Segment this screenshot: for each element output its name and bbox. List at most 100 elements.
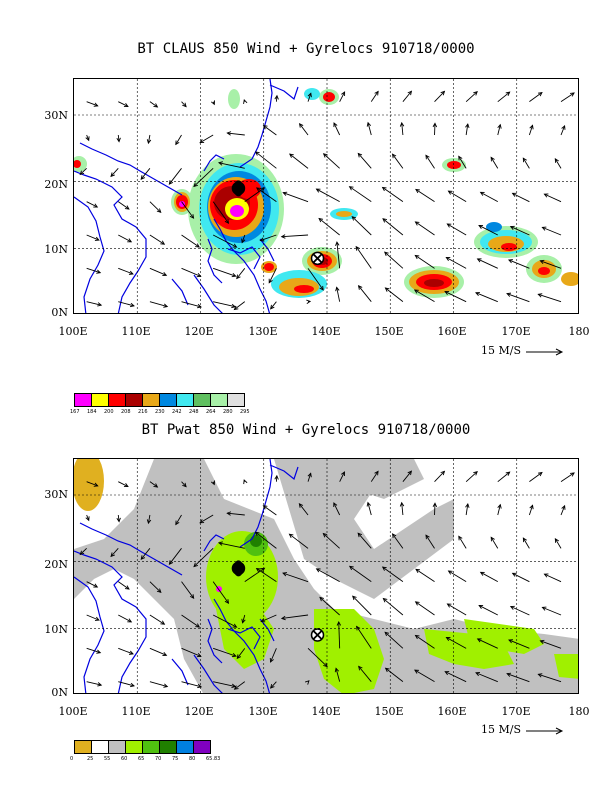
wind-vector — [234, 301, 246, 310]
wind-vector — [149, 267, 167, 276]
panel2-pwat-field — [74, 459, 578, 693]
wind-vector — [289, 533, 309, 549]
wind-vector-head — [282, 572, 288, 577]
panel1-title: BT CLAUS 850 Wind + Gyrelocs 910718/0000 — [137, 41, 475, 57]
wind-vector — [497, 124, 501, 136]
panel2-xlabel-180: 180 — [568, 705, 590, 718]
wind-vector-head — [356, 625, 361, 631]
wind-vector-head — [140, 555, 146, 561]
wind-vector-head — [182, 482, 187, 488]
wind-vector — [86, 681, 102, 686]
wind-vector — [540, 260, 562, 269]
legend-tick-label: 230 — [155, 409, 165, 415]
wind-vector — [236, 648, 246, 659]
wind-vector-head — [399, 501, 405, 507]
wind-vector — [212, 234, 237, 248]
wind-vector-head — [366, 121, 372, 127]
wind-vector-head — [93, 203, 99, 208]
wind-vector — [169, 168, 182, 185]
wind-vector-head — [195, 243, 200, 248]
wind-vector — [506, 673, 530, 683]
wind-vector-head — [446, 603, 452, 608]
wind-vector — [255, 151, 277, 169]
wind-vector — [149, 101, 158, 108]
wind-vector-head — [268, 278, 273, 284]
legend-tick-label: 216 — [138, 409, 148, 415]
wind-vector-head — [128, 270, 134, 275]
wind-vector — [118, 267, 134, 275]
wind-vector — [270, 648, 277, 663]
wind-vector-head — [340, 471, 345, 476]
wind-vector-head — [476, 258, 482, 263]
wind-vector-head — [85, 516, 90, 522]
panel2-xlabel-160e: 160E — [437, 705, 467, 718]
wind-vector-head — [255, 567, 261, 573]
wind-vector — [414, 289, 435, 303]
wind-vector — [447, 603, 467, 616]
panel2-xlabel-140e: 140E — [311, 705, 341, 718]
wind-vector — [281, 234, 309, 238]
panel1-ylabel-30n: 30N — [44, 109, 68, 122]
wind-vector-head — [262, 125, 268, 130]
wind-vector-head — [511, 572, 517, 577]
wind-vector-head — [140, 175, 146, 180]
wind-vector — [193, 168, 214, 187]
wind-vector — [382, 566, 404, 583]
wind-vector-head — [407, 90, 413, 96]
wind-vector — [255, 531, 277, 549]
panel1-xlabel-160e: 160E — [437, 325, 467, 338]
legend-swatch — [210, 393, 228, 407]
wind-vector — [415, 601, 435, 616]
wind-vector — [512, 572, 530, 583]
wind-vector-head — [382, 597, 388, 603]
wind-vector-head — [85, 136, 90, 142]
wind-vector-head — [232, 243, 238, 248]
wind-vector — [458, 536, 467, 549]
wind-vector — [118, 234, 132, 243]
panel2-ylabel-10n: 10N — [44, 623, 68, 636]
wind-vector — [147, 134, 151, 144]
wind-vector — [323, 533, 340, 549]
wind-vector — [425, 155, 435, 169]
wind-vector — [367, 122, 372, 136]
wind-vector — [86, 301, 102, 306]
wind-vector — [560, 505, 566, 516]
wind-vector — [316, 568, 340, 583]
panel1-xlabel-130e: 130E — [248, 325, 278, 338]
wind-vector-head — [478, 225, 484, 229]
wind-vector-head — [479, 571, 485, 576]
panel1-ylabel-10n: 10N — [44, 243, 68, 256]
wind-vector — [118, 681, 135, 687]
wind-vector-head — [334, 667, 340, 673]
wind-vector — [307, 268, 324, 291]
wind-vector — [149, 301, 168, 308]
wind-vector-head — [259, 237, 265, 242]
wind-vector-head — [124, 205, 130, 210]
wind-vector — [234, 681, 246, 690]
wind-vector-head — [391, 153, 397, 159]
wind-vector — [275, 95, 278, 102]
wind-vector — [181, 481, 187, 487]
wind-vector-head — [543, 193, 549, 198]
wind-vector — [383, 598, 404, 616]
wind-vector — [497, 91, 510, 103]
panel1-xlabel-180: 180 — [568, 325, 590, 338]
wind-vector-head — [128, 650, 134, 655]
wind-vector-head — [537, 91, 543, 97]
wind-vector-head — [160, 240, 166, 245]
panel2-xlabel-100e: 100E — [58, 705, 88, 718]
wind-vector-head — [241, 618, 246, 624]
legend-tick-label: 167 — [70, 409, 80, 415]
wind-vector-head — [479, 191, 485, 196]
wind-vector-head — [414, 669, 419, 674]
wind-vector — [544, 573, 562, 583]
wind-vector — [298, 503, 309, 516]
panel2-wind-vectors — [79, 470, 575, 690]
wind-vector-head — [269, 657, 274, 663]
wind-vector-head — [224, 599, 230, 604]
wind-vector-head — [289, 153, 294, 158]
wind-vector-head — [254, 531, 260, 536]
wind-vector-head — [509, 605, 515, 610]
legend-swatch — [159, 740, 177, 754]
wind-vector-head — [529, 504, 534, 510]
